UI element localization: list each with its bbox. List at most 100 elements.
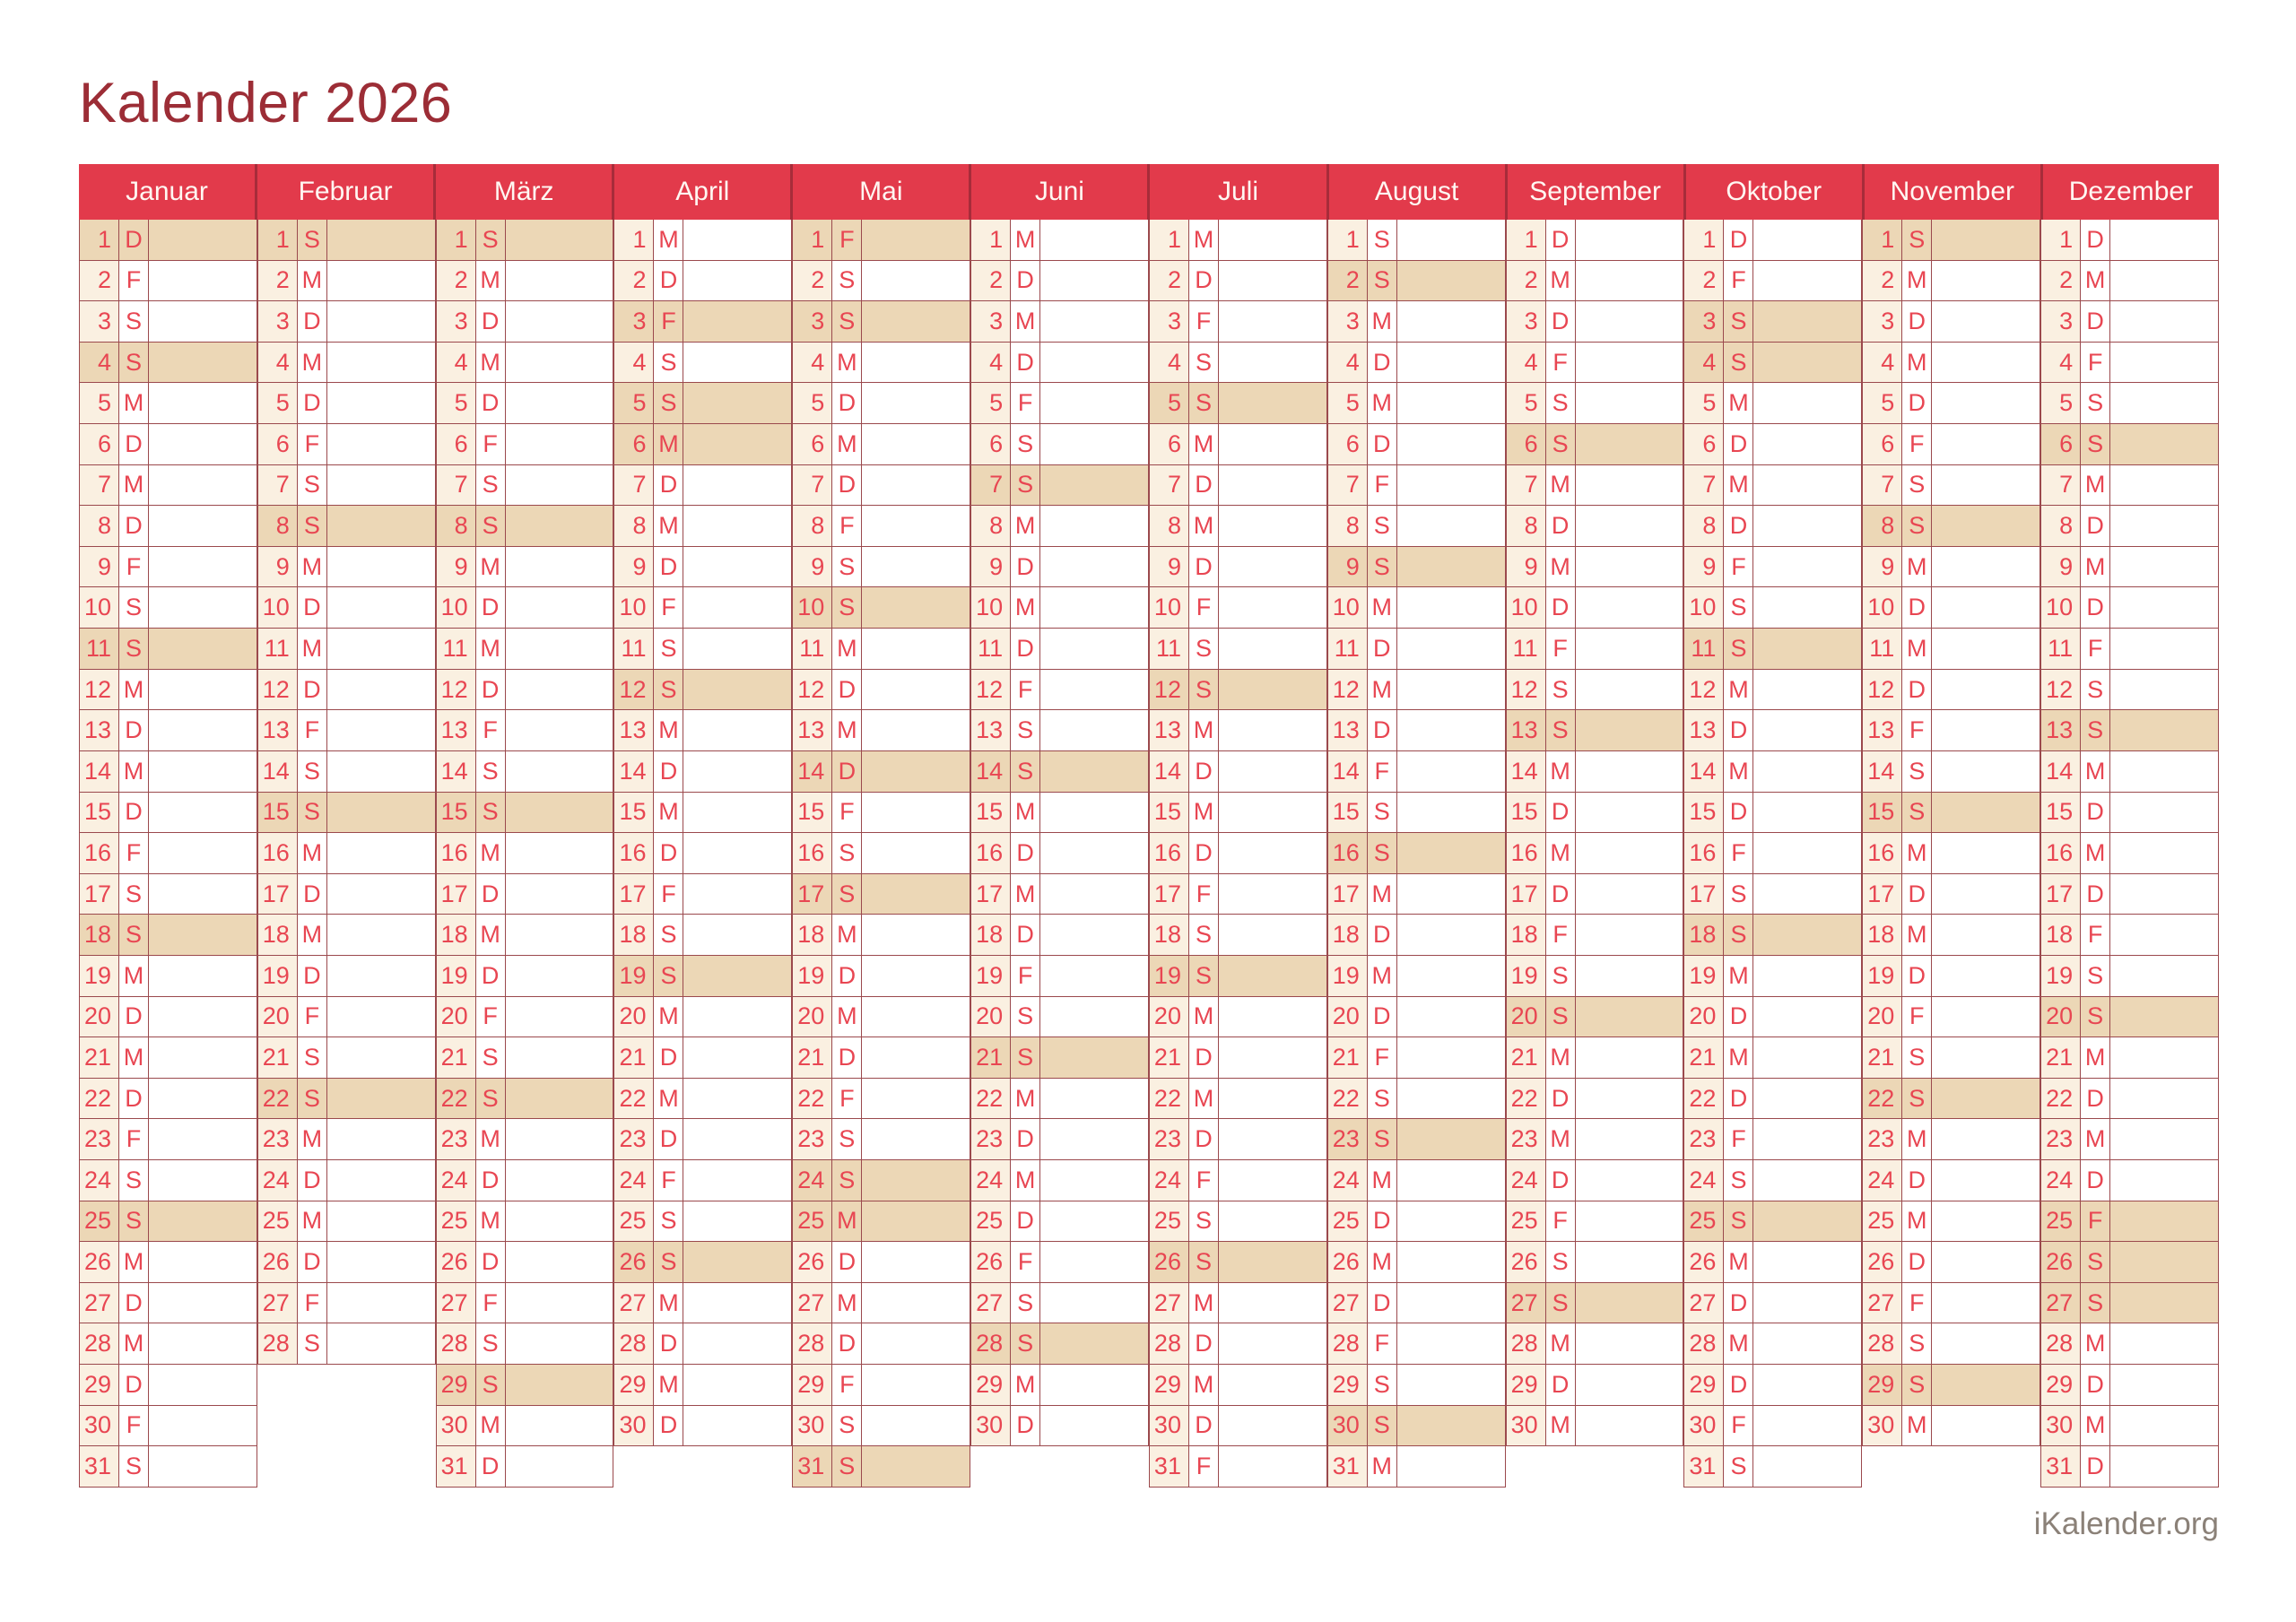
day-number-cell: 4 [614, 342, 655, 383]
note-cell [326, 424, 436, 464]
day-number-cell: 22 [2041, 1078, 2082, 1119]
day-row: 10 S [79, 587, 257, 629]
note-cell [326, 792, 436, 833]
day-row: 22 F [792, 1078, 971, 1120]
day-row: 30 M [435, 1405, 614, 1447]
weekday-letter-cell: M [1545, 260, 1576, 301]
note-cell [1753, 710, 1863, 750]
day-number-cell: 16 [436, 833, 476, 873]
weekday-letter-cell: S [1902, 1365, 1933, 1405]
day-row: 11 M [435, 629, 614, 670]
day-number-cell: 28 [793, 1323, 833, 1365]
day-row: 24 D [1862, 1160, 2041, 1201]
weekday-letter-cell: M [1545, 750, 1576, 792]
weekday-letter-cell: F [832, 506, 863, 546]
note-cell [149, 1119, 257, 1160]
day-row: 12 D [257, 669, 436, 711]
weekday-letter-cell: M [1902, 1405, 1933, 1446]
day-row: 13 D [1326, 710, 1506, 751]
month-header-5: Mai [793, 164, 972, 220]
weekday-letter-cell: D [832, 1037, 863, 1078]
day-row: 29 M [613, 1365, 793, 1406]
weekday-letter-cell: D [1367, 424, 1397, 464]
note-cell [1753, 1405, 1863, 1446]
note-cell [326, 873, 436, 915]
weekday-letter-cell: M [475, 1405, 506, 1446]
note-cell [1040, 873, 1149, 915]
note-cell [149, 424, 257, 464]
day-number-cell: 18 [614, 915, 655, 955]
day-row: 22 S [1862, 1078, 2041, 1120]
weekday-letter-cell: S [1188, 629, 1219, 669]
weekday-letter-cell: F [119, 1405, 149, 1446]
note-cell [1396, 383, 1506, 424]
note-cell [505, 955, 614, 996]
day-row: 12 S [613, 669, 793, 711]
day-row: 15 M [970, 792, 1149, 834]
day-row: 25 M [1862, 1201, 2041, 1243]
day-row: 21 M [1505, 1037, 1684, 1079]
weekday-letter-cell: D [654, 1323, 684, 1365]
weekday-letter-cell: D [2081, 873, 2111, 915]
weekday-letter-cell: D [832, 383, 863, 424]
day-row: 20 M [1148, 996, 1327, 1038]
weekday-letter-cell: M [297, 629, 327, 669]
weekday-letter-cell: M [1724, 750, 1754, 792]
weekday-letter-cell: S [1724, 1201, 1754, 1242]
note-cell [1575, 1078, 1684, 1119]
day-number-cell: 3 [436, 301, 476, 342]
weekday-letter-cell: M [475, 546, 506, 587]
day-number-cell: 12 [1149, 669, 1189, 710]
weekday-letter-cell: S [1011, 1323, 1041, 1365]
note-cell [1932, 873, 2041, 915]
day-number-cell: 27 [1506, 1282, 1546, 1323]
weekday-letter-cell: M [1011, 1160, 1041, 1201]
note-cell [1218, 1446, 1327, 1487]
note-cell [1753, 587, 1863, 629]
day-row: 28 M [1683, 1323, 1863, 1366]
day-number-cell: 31 [2041, 1446, 2082, 1487]
day-number-cell: 11 [1149, 629, 1189, 669]
note-cell [1396, 1242, 1506, 1282]
note-cell [1575, 424, 1684, 464]
note-cell [683, 1119, 793, 1160]
day-row: 31 D [435, 1446, 614, 1488]
day-number-cell: 29 [971, 1365, 1012, 1405]
day-number-cell: 29 [2041, 1365, 2082, 1405]
note-cell [1218, 383, 1327, 424]
day-row: 25 M [257, 1201, 436, 1243]
note-cell [505, 1242, 614, 1282]
day-number-cell: 27 [80, 1282, 119, 1323]
note-cell [1218, 587, 1327, 629]
note-cell [505, 629, 614, 669]
weekday-letter-cell: S [654, 342, 684, 383]
day-number-cell: 14 [1327, 750, 1368, 792]
weekday-letter-cell: D [475, 1446, 506, 1487]
weekday-letter-cell: D [1011, 915, 1041, 955]
weekday-letter-cell: D [1902, 669, 1933, 710]
note-cell [505, 1365, 614, 1405]
note-cell [683, 1405, 793, 1446]
weekday-letter-cell: S [1011, 750, 1041, 792]
note-cell [1218, 1282, 1327, 1323]
day-row: 22 S [435, 1078, 614, 1120]
note-cell [149, 1242, 257, 1282]
month-column-5: 1 F 2 S 3 S 4 M 5 D 6 M 7 D 8 F 9 S 10 S 11 M 12 D 13 M 14 D 15 F 16 S 1… [792, 220, 971, 1488]
weekday-letter-cell: D [297, 873, 327, 915]
day-row: 13 D [1683, 710, 1863, 751]
weekday-letter-cell: D [1011, 1201, 1041, 1242]
weekday-letter-cell: M [1902, 833, 1933, 873]
weekday-letter-cell: F [1724, 260, 1754, 301]
note-cell [1932, 792, 2041, 833]
note-cell [862, 1242, 971, 1282]
month-header-3: März [436, 164, 615, 220]
day-row: 21 M [2040, 1037, 2219, 1079]
day-row: 17 D [2040, 873, 2219, 915]
